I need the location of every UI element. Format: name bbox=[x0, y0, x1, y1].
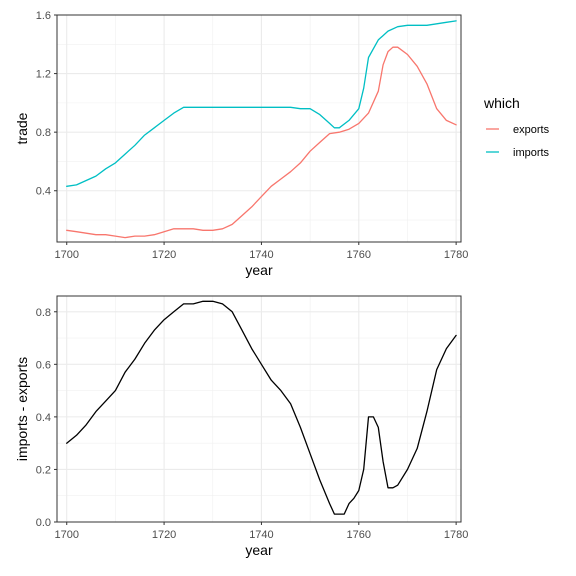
series-line-exports bbox=[66, 46, 457, 239]
y-axis-title: trade bbox=[14, 112, 30, 144]
legend-label-imports: imports bbox=[513, 147, 550, 159]
y-tick-label: 1.6 bbox=[36, 10, 51, 22]
panel-border bbox=[56, 295, 462, 523]
x-tick-label: 1700 bbox=[54, 529, 78, 541]
plot-panel bbox=[57, 15, 461, 242]
x-tick-label: 1720 bbox=[152, 529, 176, 541]
difference-chart: 1700 1720 1740 1760 1780 0.0 0.2 0.4 0.6 0.8 year i… bbox=[14, 295, 468, 558]
x-axis-title: year bbox=[245, 262, 273, 278]
x-axis-title: year bbox=[245, 542, 273, 558]
x-tick-label: 1760 bbox=[347, 249, 371, 261]
y-tick-label: 0.6 bbox=[36, 359, 51, 371]
panel-border bbox=[56, 14, 462, 243]
plot-panel bbox=[57, 296, 461, 522]
x-tick-label: 1780 bbox=[444, 249, 468, 261]
series-line-imports bbox=[66, 20, 457, 187]
legend-title: which bbox=[483, 95, 520, 111]
x-tick-label: 1760 bbox=[347, 529, 371, 541]
y-axis-title: imports - exports bbox=[14, 357, 30, 461]
y-tick-label: 0.0 bbox=[36, 517, 51, 529]
series-line bbox=[66, 300, 457, 515]
x-tick-label: 1740 bbox=[249, 529, 273, 541]
legend-label-exports: exports bbox=[513, 124, 550, 136]
y-tick-label: 0.4 bbox=[36, 186, 51, 198]
legend: which exports imports bbox=[483, 95, 550, 160]
x-tick-label: 1780 bbox=[444, 529, 468, 541]
trade-chart: 1700 1720 1740 1760 1780 0.4 0.8 1.2 1.6 year trad… bbox=[14, 10, 468, 278]
y-tick-label: 0.8 bbox=[36, 127, 51, 139]
x-tick-label: 1740 bbox=[249, 249, 273, 261]
y-tick-label: 0.8 bbox=[36, 307, 51, 319]
y-tick-label: 0.4 bbox=[36, 412, 51, 424]
y-tick-label: 0.2 bbox=[36, 464, 51, 476]
y-tick-label: 1.2 bbox=[36, 69, 51, 81]
x-tick-label: 1700 bbox=[54, 249, 78, 261]
x-tick-label: 1720 bbox=[152, 249, 176, 261]
